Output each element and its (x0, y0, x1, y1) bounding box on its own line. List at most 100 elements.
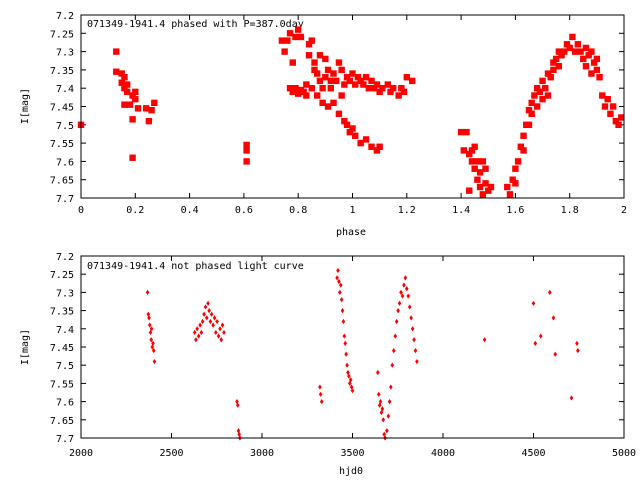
phased-data-point (121, 101, 128, 108)
raw-data-point (222, 329, 226, 336)
raw-y-tick-label: 7.55 (50, 379, 74, 390)
raw-data-point (376, 369, 380, 376)
raw-data-point (212, 315, 217, 321)
raw-data-point (235, 399, 239, 405)
phased-data-point (373, 147, 381, 154)
raw-data-point (335, 275, 339, 281)
raw-data-point (393, 333, 398, 339)
phased-data-point (476, 169, 484, 176)
phased-data-point (324, 103, 332, 110)
phased-data-point (463, 128, 470, 136)
phased-x-tick-label: 1 (349, 205, 355, 216)
phased-data-point (539, 77, 546, 85)
phased-data-point (379, 85, 386, 92)
raw-light-curve-panel: 071349-1941.4 not phased light curve I[m… (20, 252, 636, 477)
phased-data-point (593, 66, 601, 74)
phased-data-point (357, 77, 364, 85)
raw-data-point (237, 431, 241, 437)
raw-data-point (399, 289, 403, 295)
raw-data-point (220, 322, 225, 328)
phased-data-point (376, 88, 383, 96)
phased-data-point (129, 92, 136, 99)
phased-data-point (487, 183, 495, 191)
phased-data-point (520, 147, 527, 154)
phased-data-point (466, 150, 473, 158)
phased-data-point (542, 85, 549, 92)
phased-data-point (528, 110, 535, 118)
raw-data-point (152, 358, 157, 365)
raw-y-tick-label: 7.35 (50, 307, 74, 318)
phased-data-point (354, 74, 362, 81)
phased-data-point (324, 66, 332, 74)
phased-data-point (550, 66, 557, 74)
phased-y-tick-label: 7.35 (50, 66, 74, 77)
phased-data-point (349, 125, 356, 132)
phased-data-point (314, 70, 321, 77)
phased-panel-title: 071349-1941.4 phased with P=387.0day (87, 19, 304, 30)
phased-data-point (113, 68, 120, 75)
raw-data-point (195, 326, 200, 332)
phased-data-point (151, 99, 158, 107)
phased-data-point (588, 48, 595, 55)
phased-data-point (604, 95, 611, 103)
raw-data-point (146, 311, 151, 317)
phased-data-point (286, 85, 294, 92)
phased-data-point (295, 26, 302, 33)
raw-data-point (551, 315, 556, 321)
raw-panel-ticks: 2000 2500 3000 3500 4000 4500 5000 7.2 7.25 7.3 7.… (50, 252, 636, 459)
raw-y-tick-label: 7.65 (50, 416, 74, 427)
phased-data-point (113, 48, 120, 55)
raw-y-tick-label: 7.6 (56, 398, 74, 409)
phased-data-point (479, 191, 487, 198)
raw-panel-frame (80, 255, 625, 439)
raw-x-tick-label: 5000 (612, 448, 636, 459)
raw-data-point (343, 340, 348, 346)
raw-y-tick-label: 7.25 (50, 270, 74, 281)
raw-data-point (381, 417, 386, 423)
phased-data-point (528, 99, 535, 107)
phased-data-point (555, 63, 563, 70)
raw-data-point (200, 318, 205, 325)
raw-data-point (410, 326, 415, 332)
phased-data-point (341, 81, 348, 88)
raw-data-point (206, 300, 210, 306)
phased-data-point (471, 143, 478, 150)
phased-data-point (474, 176, 481, 183)
phased-data-point (400, 88, 408, 96)
phased-data-point (599, 92, 606, 99)
phased-data-point (601, 103, 609, 110)
phased-data-point (471, 165, 478, 172)
phased-data-point (360, 81, 367, 88)
phased-data-point (544, 92, 552, 99)
phased-data-point (243, 147, 250, 154)
raw-data-point (553, 351, 558, 357)
phased-y-tick-label: 7.55 (50, 139, 74, 150)
raw-data-point (208, 318, 213, 325)
phased-x-tick-label: 1.2 (398, 205, 416, 216)
phased-y-tick-label: 7.3 (56, 48, 74, 59)
raw-data-point (547, 289, 552, 295)
phased-data-point (563, 41, 571, 48)
phased-data-point (479, 158, 487, 165)
phased-data-point (512, 180, 519, 187)
phased-data-point (368, 143, 375, 150)
raw-data-point (151, 348, 156, 354)
raw-data-point (482, 337, 487, 343)
phased-data-point (316, 77, 324, 85)
phased-data-point (335, 59, 343, 66)
phased-data-point (588, 70, 595, 77)
raw-data-point (214, 329, 218, 336)
raw-data-point (218, 326, 222, 332)
phased-data-point (558, 52, 565, 59)
raw-data-point (415, 358, 419, 365)
phased-data-point (482, 180, 489, 187)
raw-data-point (412, 337, 416, 343)
raw-data-point (533, 340, 538, 346)
raw-data-point (211, 322, 215, 328)
phased-data-point (582, 44, 590, 52)
raw-data-point (575, 340, 579, 346)
raw-panel-y-label: I[mag] (20, 329, 31, 365)
phased-data-point (338, 66, 345, 74)
raw-data-point (341, 318, 346, 325)
phased-data-point (327, 77, 334, 85)
